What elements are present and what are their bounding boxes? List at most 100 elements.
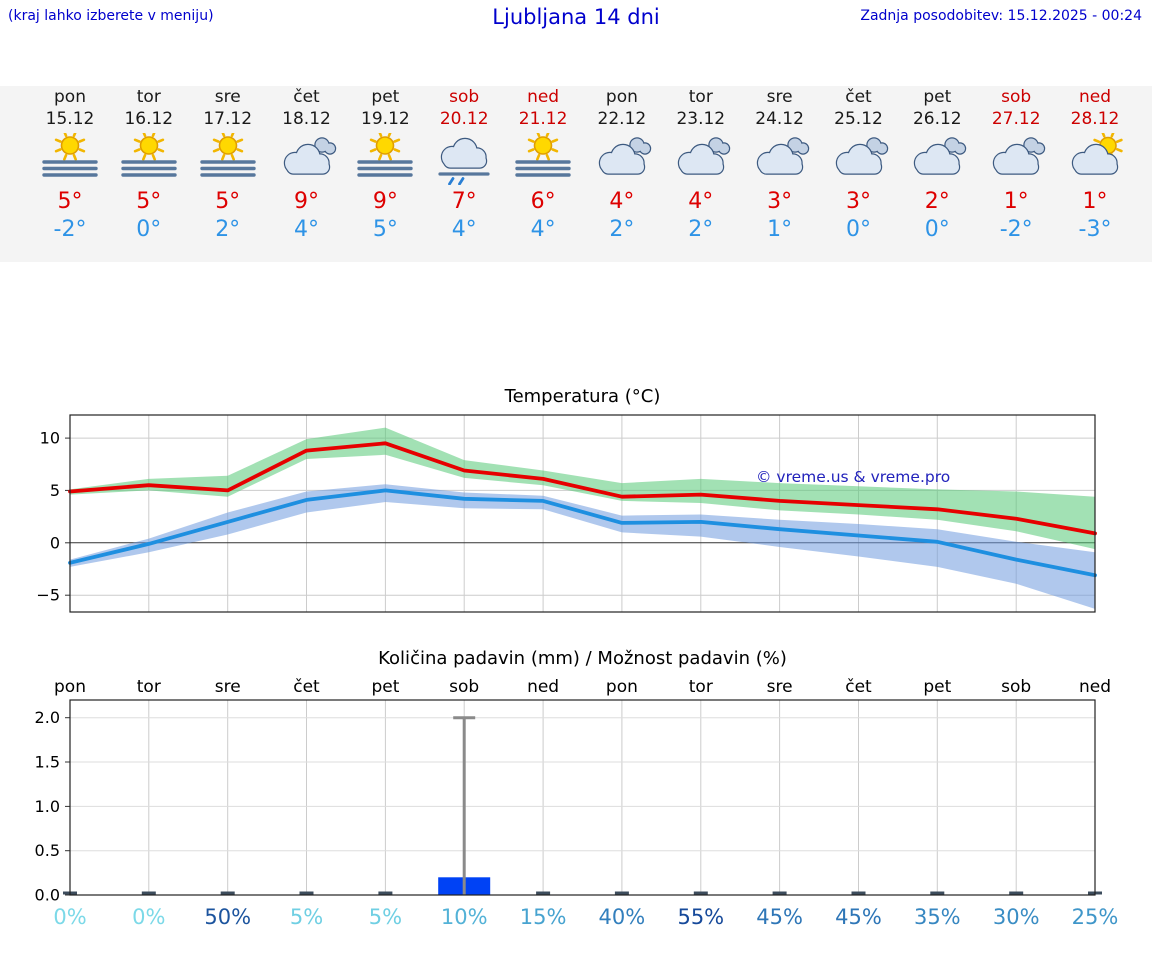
- day-name: tor: [136, 87, 161, 107]
- forecast-day: sre 17.12 5° 2°: [189, 86, 267, 262]
- day-name: čet: [293, 87, 320, 107]
- day-name: ned: [527, 87, 560, 107]
- precip-probability: 40%: [599, 905, 646, 929]
- day-name: pet: [923, 87, 952, 107]
- temperature-chart: 10 5 0 −5 © vreme.us & vreme.pro: [36, 414, 1097, 613]
- y-tick-label: 0.0: [35, 886, 60, 905]
- day-date: 21.12: [518, 109, 568, 129]
- temp-min: -2°: [999, 217, 1033, 242]
- axis-day-label: ned: [1079, 677, 1111, 697]
- y-tick-label: 5: [50, 481, 60, 500]
- forecast-strip: pon 15.12 5° -2° tor 16.12 5° 0° sre 17.12 5° 2° čet…: [0, 86, 1152, 262]
- axis-day-label: čet: [845, 677, 872, 697]
- forecast-day: pon 15.12 5° -2°: [31, 86, 109, 262]
- precip-probability: 35%: [914, 905, 961, 929]
- day-date: 19.12: [361, 109, 410, 129]
- precip-probability: 0%: [53, 905, 86, 929]
- sun-fog-icon: [504, 133, 582, 185]
- temp-min: 0°: [846, 217, 871, 242]
- forecast-day: sob 20.12 7° 4°: [425, 86, 503, 262]
- day-date: 17.12: [203, 109, 253, 129]
- day-name: ned: [1078, 87, 1112, 107]
- day-name: tor: [688, 87, 713, 107]
- cloudy-icon: [898, 133, 976, 185]
- axis-day-label: pet: [923, 677, 951, 697]
- precip-probability: 45%: [835, 905, 882, 929]
- temp-max: 3°: [767, 189, 793, 214]
- temp-max: 1°: [1003, 189, 1029, 214]
- temp-max: 4°: [609, 189, 635, 214]
- sun-cloud-icon: [1056, 133, 1134, 185]
- page-title: Ljubljana 14 dni: [492, 5, 660, 29]
- axis-day-label: čet: [293, 677, 320, 697]
- temp-min: 0°: [136, 217, 162, 242]
- day-name: pon: [54, 87, 86, 107]
- day-date: 24.12: [755, 109, 804, 129]
- temp-max: 6°: [530, 189, 556, 214]
- min-temp-range: [70, 484, 1095, 609]
- y-tick-label: 0.5: [35, 841, 60, 860]
- day-date: 20.12: [439, 109, 489, 129]
- y-tick-label: 2.0: [35, 708, 60, 727]
- day-date: 22.12: [597, 109, 647, 129]
- y-tick-label: 1.5: [35, 753, 60, 772]
- temp-max: 3°: [846, 189, 871, 214]
- day-name: sre: [766, 87, 793, 107]
- cloudy-icon: [741, 133, 819, 185]
- precip-probability: 0%: [132, 905, 165, 929]
- temp-min: 1°: [767, 217, 793, 242]
- axis-day-label: pon: [54, 677, 86, 697]
- forecast-day: tor 16.12 5° 0°: [110, 86, 188, 262]
- temp-min: 2°: [609, 217, 635, 242]
- day-name: sre: [214, 87, 241, 107]
- temp-max: 7°: [451, 189, 477, 214]
- temp-max: 1°: [1082, 189, 1108, 214]
- fog-drizzle-icon: [425, 133, 503, 185]
- temp-min: 4°: [530, 217, 556, 242]
- precip-probability: 5%: [369, 905, 402, 929]
- axis-day-label: sre: [767, 677, 793, 697]
- y-tick-label: 1.0: [35, 797, 60, 816]
- day-name: pet: [371, 87, 400, 107]
- day-name: sob: [1001, 87, 1032, 107]
- axis-day-label: ned: [527, 677, 559, 697]
- last-updated: Zadnja posodobitev: 15.12.2025 - 00:24: [860, 8, 1142, 24]
- forecast-day: ned 21.12 6° 4°: [504, 86, 582, 262]
- day-date: 16.12: [124, 109, 174, 129]
- forecast-day: sre 24.12 3° 1°: [741, 86, 819, 262]
- y-tick-label: 10: [40, 429, 60, 448]
- min-temp-line: [68, 488, 1097, 578]
- sun-fog-icon: [31, 133, 109, 185]
- temp-min: 4°: [451, 217, 477, 242]
- forecast-day: pet 19.12 9° 5°: [346, 86, 424, 262]
- y-tick-label: 0: [50, 533, 60, 552]
- forecast-day: čet 25.12 3° 0°: [820, 86, 898, 262]
- day-name: čet: [845, 87, 872, 107]
- temp-min: 2°: [215, 217, 241, 242]
- temp-min: 2°: [688, 217, 714, 242]
- location-menu-hint: (kraj lahko izberete v meniju): [8, 8, 214, 24]
- watermark: © vreme.us & vreme.pro: [756, 468, 950, 486]
- forecast-day: tor 23.12 4° 2°: [662, 86, 740, 262]
- precipitation-chart: pon tor sre čet pet sob ned pon tor sre čet pet sob n…: [35, 677, 1119, 929]
- axis-day-label: tor: [137, 677, 161, 697]
- temp-min: 0°: [924, 217, 950, 242]
- temp-max: 4°: [688, 189, 714, 214]
- temp-min: -2°: [53, 217, 87, 242]
- precip-probability: 5%: [290, 905, 323, 929]
- axis-day-label: tor: [689, 677, 713, 697]
- cloudy-icon: [820, 133, 898, 185]
- temp-max: 5°: [136, 189, 162, 214]
- cloudy-icon: [583, 133, 661, 185]
- day-name: sob: [449, 87, 480, 107]
- temp-max: 5°: [215, 189, 241, 214]
- forecast-day: čet 18.12 9° 4°: [268, 86, 346, 262]
- forecast-day: ned 28.12 1° -3°: [1056, 86, 1134, 262]
- temp-max: 9°: [372, 189, 398, 214]
- temp-max: 5°: [57, 189, 83, 214]
- forecast-day: pon 22.12 4° 2°: [583, 86, 661, 262]
- cloudy-icon: [977, 133, 1055, 185]
- precip-probability: 30%: [993, 905, 1040, 929]
- day-date: 28.12: [1070, 109, 1120, 129]
- axis-day-label: pet: [371, 677, 399, 697]
